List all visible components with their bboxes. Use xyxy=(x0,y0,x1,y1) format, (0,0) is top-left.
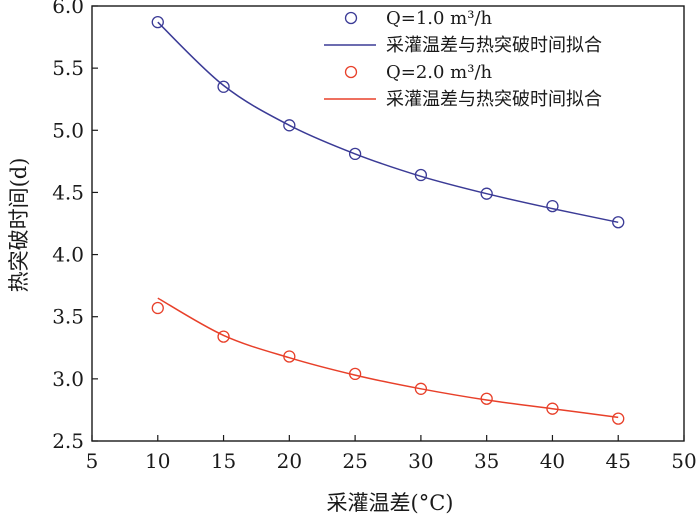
fit-curve xyxy=(157,21,619,224)
y-tick-label: 4.0 xyxy=(52,243,84,267)
data-point xyxy=(480,187,493,200)
x-tick-label: 10 xyxy=(145,449,170,473)
y-tick-label: 5.0 xyxy=(52,118,84,142)
legend-entry-label: Q=2.0 m³/h xyxy=(386,62,493,83)
data-point xyxy=(414,382,428,395)
y-tick-label: 5.5 xyxy=(52,56,84,80)
x-tick-label: 50 xyxy=(671,449,696,473)
legend-marker xyxy=(344,65,358,79)
x-tick-label: 20 xyxy=(277,449,302,473)
x-axis-label: 采灌温差(°C) xyxy=(327,491,454,515)
plot-area xyxy=(151,16,625,425)
x-tick-label: 40 xyxy=(540,449,565,473)
data-point xyxy=(217,330,230,343)
legend-entry-label: Q=1.0 m³/h xyxy=(386,8,493,29)
data-point xyxy=(151,301,164,315)
legend-marker xyxy=(344,11,358,25)
x-tick-label: 30 xyxy=(408,449,433,473)
x-tick-label: 45 xyxy=(605,449,630,473)
data-point xyxy=(151,16,164,29)
y-tick-label: 2.5 xyxy=(52,429,84,453)
legend: Q=1.0 m³/h 采灌温差与热突破时间拟合 Q=2.0 m³/h 采灌温差与热突破… xyxy=(324,8,602,110)
data-point xyxy=(348,147,362,161)
x-tick-label: 35 xyxy=(474,449,499,473)
y-axis-label: 热突破时间(d) xyxy=(7,158,31,293)
y-tick-label: 3.5 xyxy=(52,305,84,329)
axes: 5 10 15 20 25 30 35 40 45 50 2.5 3.0 3.5 4.0 4.5 5.0 5.5… xyxy=(52,0,697,473)
legend-entry-label: 采灌温差与热突破时间拟合 xyxy=(386,89,602,110)
data-point xyxy=(612,216,625,229)
y-tick-label: 4.5 xyxy=(52,180,84,204)
fit-curve xyxy=(157,297,619,419)
data-point xyxy=(612,412,625,425)
legend-entry-label: 采灌温差与热突破时间拟合 xyxy=(386,35,602,56)
plot-frame xyxy=(91,5,685,442)
y-tick-label: 3.0 xyxy=(52,367,84,391)
x-tick-label: 15 xyxy=(211,449,236,473)
data-point xyxy=(283,119,296,132)
x-tick-label: 25 xyxy=(342,449,367,473)
data-point xyxy=(217,80,230,93)
x-tick-label: 5 xyxy=(86,449,99,473)
y-tick-label: 6.0 xyxy=(52,0,84,18)
data-point xyxy=(546,199,559,213)
